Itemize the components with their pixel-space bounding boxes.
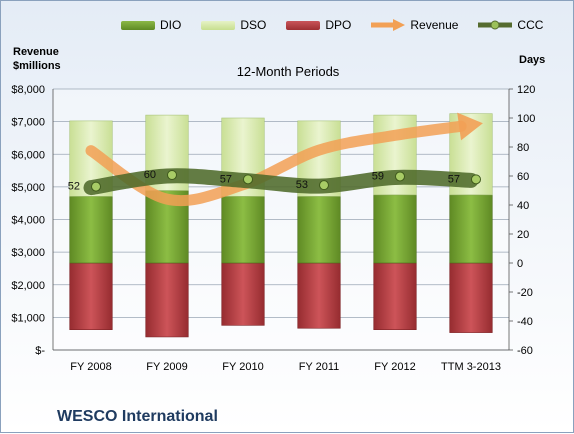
left-tick-label: $-: [35, 345, 45, 357]
ccc-data-label: 52: [68, 181, 80, 193]
legend-label-revenue: Revenue: [410, 18, 459, 32]
right-tick-label: -60: [517, 345, 533, 357]
bar-dpo: [449, 262, 493, 333]
right-tick-label: -40: [517, 316, 533, 328]
left-tick-label: $3,000: [11, 247, 45, 259]
ccc-point: [471, 174, 481, 185]
legend-label-ccc: CCC: [517, 18, 544, 32]
right-tick-label: -20: [517, 287, 533, 299]
ccc-data-label: 59: [372, 170, 384, 182]
category-label: FY 2012: [374, 361, 415, 373]
bar-dpo: [373, 262, 417, 330]
legend-line-ccc-icon: [478, 20, 513, 30]
revenue-arrowhead: [457, 112, 483, 141]
legend-swatch-dio: [121, 20, 155, 30]
bar-dpo: [297, 262, 341, 329]
legend-label-dio: DIO: [160, 18, 182, 32]
left-tick-label: $4,000: [11, 215, 45, 227]
ccc-data-label: 57: [448, 173, 460, 185]
right-tick-label: 120: [517, 84, 535, 96]
left-tick-label: $5,000: [11, 182, 45, 194]
legend-label-dso: DSO: [240, 18, 267, 32]
bar-dio: [449, 194, 493, 264]
bar-dio: [221, 196, 265, 264]
legend-swatch-dso: [201, 20, 236, 30]
bar-dio: [69, 196, 113, 264]
right-tick-label: 0: [517, 258, 523, 270]
bar-dio: [373, 194, 417, 264]
ccc-data-label: 53: [296, 179, 308, 191]
ccc-point: [167, 170, 177, 180]
ccc-point: [319, 180, 329, 191]
chart-title: 12-Month Periods: [236, 64, 340, 79]
left-tick-label: $2,000: [11, 280, 45, 292]
category-label: FY 2011: [299, 361, 340, 373]
legend-item-dso: DSO: [201, 18, 266, 32]
legend-item-ccc: CCC: [478, 18, 543, 32]
category-label: FY 2008: [70, 361, 111, 373]
legend-swatch-dpo: [286, 20, 321, 30]
right-tick-label: 20: [517, 229, 529, 241]
legend-item-dpo: DPO: [286, 18, 351, 32]
category-label: FY 2009: [146, 361, 187, 373]
right-axis-title: Days: [519, 54, 546, 66]
legend: DIO DSO DPO Revenue CCC: [121, 15, 563, 35]
left-axis-title: Revenue $millions: [13, 45, 61, 73]
left-tick-label: $6,000: [11, 149, 45, 161]
left-axis-title-line2: $millions: [13, 60, 61, 72]
category-label: FY 2010: [222, 361, 263, 373]
left-tick-label: $8,000: [11, 84, 45, 96]
legend-arrow-revenue-icon: [371, 19, 406, 31]
company-name: WESCO International: [57, 408, 218, 425]
right-tick-label: 60: [517, 171, 529, 183]
bar-dpo: [69, 262, 113, 330]
left-tick-label: $1,000: [11, 312, 45, 324]
right-tick-label: 100: [517, 113, 535, 125]
legend-item-dio: DIO: [121, 18, 181, 32]
left-tick-label: $7,000: [11, 117, 45, 129]
right-tick-label: 40: [517, 200, 529, 212]
ccc-data-label: 60: [144, 169, 156, 181]
left-axis-title-line1: Revenue: [13, 46, 59, 58]
bar-dio: [297, 196, 341, 264]
ccc-point: [243, 174, 253, 185]
legend-item-revenue: Revenue: [371, 18, 458, 32]
bar-dpo: [221, 262, 265, 326]
bar-dpo: [145, 262, 189, 338]
legend-label-dpo: DPO: [325, 18, 352, 32]
ccc-data-label: 57: [220, 173, 232, 185]
right-tick-label: 80: [517, 142, 529, 154]
ccc-point: [395, 171, 405, 182]
revenue-line: [85, 120, 467, 207]
ccc-point: [91, 181, 101, 192]
category-label: TTM 3-2013: [441, 361, 501, 373]
